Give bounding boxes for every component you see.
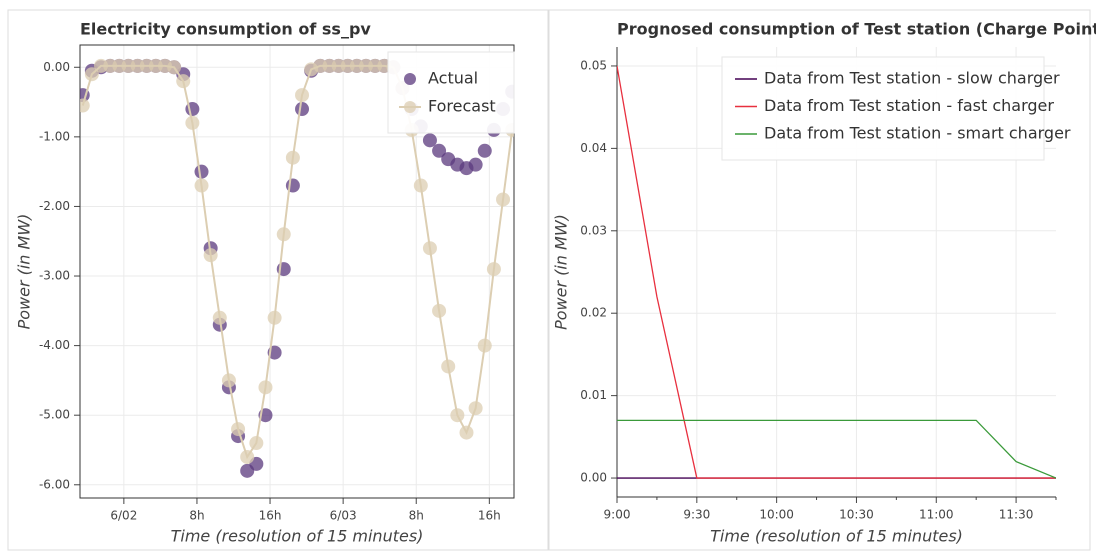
x-tick-label: 8h	[409, 509, 424, 523]
data-point	[295, 102, 310, 117]
y-tick-label: -6.00	[39, 477, 70, 491]
legend-label: Data from Test station - smart charger	[764, 124, 1071, 143]
data-point	[413, 178, 428, 193]
chart-title: Prognosed consumption of Test station (C…	[617, 20, 1096, 39]
data-point	[212, 310, 227, 325]
x-tick-label: 16h	[259, 509, 282, 523]
data-point	[486, 262, 501, 277]
data-point	[80, 98, 90, 113]
y-tick-label: 0.00	[580, 471, 607, 485]
x-tick-label: 9:30	[683, 508, 710, 522]
x-tick-label: 10:00	[759, 508, 794, 522]
data-point	[84, 67, 99, 82]
x-tick-label: 16h	[478, 509, 501, 523]
data-point	[285, 150, 300, 165]
legend-label: Actual	[428, 69, 478, 88]
x-tick-label: 6/02	[110, 509, 137, 523]
legend-symbol	[404, 101, 416, 113]
legend-symbol	[404, 73, 416, 85]
x-tick-label: 6/03	[330, 509, 357, 523]
data-point	[477, 143, 492, 158]
plot-frame	[79, 44, 515, 499]
panel-frame	[7, 9, 549, 551]
data-point	[441, 359, 456, 374]
y-tick-label: -2.00	[39, 199, 70, 213]
x-tick-label: 11:30	[999, 508, 1034, 522]
y-tick-label: -4.00	[39, 338, 70, 352]
legend-label: Data from Test station - fast charger	[764, 96, 1054, 115]
x-tick-label: 10:30	[839, 508, 874, 522]
data-point	[295, 88, 310, 103]
data-point	[496, 192, 511, 207]
x-axis-label: Time (resolution of 15 minutes)	[171, 527, 424, 546]
data-point	[167, 60, 182, 75]
data-point	[267, 310, 282, 325]
y-tick-label: 0.04	[580, 141, 607, 155]
y-tick-label: 0.02	[580, 306, 607, 320]
legend-box	[721, 56, 1045, 161]
data-point	[432, 143, 447, 158]
x-tick-label: 9:00	[604, 508, 631, 522]
plot-area	[617, 65, 1056, 479]
panel-frame	[548, 9, 1091, 551]
data-point	[258, 380, 273, 395]
y-tick-label: 0.03	[580, 223, 607, 237]
data-point	[203, 248, 218, 263]
legend-label: Data from Test station - slow charger	[764, 69, 1060, 88]
data-point	[176, 74, 191, 89]
y-axis-label: Power (in MW)	[15, 214, 34, 330]
series-line	[617, 419, 1056, 479]
y-tick-label: -1.00	[39, 129, 70, 143]
data-point	[432, 303, 447, 318]
y-tick-label: 0.01	[580, 388, 607, 402]
x-tick-label: 11:00	[919, 508, 954, 522]
data-point	[477, 338, 492, 353]
data-point	[231, 422, 246, 437]
y-tick-label: 0.05	[580, 58, 607, 72]
chart-title: Electricity consumption of ss_pv	[80, 20, 371, 39]
data-point	[194, 164, 209, 179]
y-tick-label: 0.00	[43, 60, 70, 74]
legend-box	[387, 51, 515, 134]
series-line	[617, 65, 1056, 479]
data-point	[468, 401, 483, 416]
data-point	[276, 227, 291, 242]
data-point	[468, 157, 483, 172]
data-point	[422, 241, 437, 256]
y-tick-label: -5.00	[39, 408, 70, 422]
legend-label: Forecast	[428, 97, 496, 116]
data-point	[240, 449, 255, 464]
x-axis-label: Time (resolution of 15 minutes)	[710, 527, 963, 546]
x-tick-label: 8h	[189, 509, 204, 523]
plot-area	[80, 58, 514, 478]
data-point	[422, 133, 437, 148]
data-point	[450, 408, 465, 423]
data-point	[249, 436, 264, 451]
y-axis-label: Power (in MW)	[552, 214, 571, 330]
y-tick-label: -3.00	[39, 269, 70, 283]
data-point	[194, 178, 209, 193]
data-point	[185, 115, 200, 130]
data-point	[221, 373, 236, 388]
data-point	[459, 425, 474, 440]
